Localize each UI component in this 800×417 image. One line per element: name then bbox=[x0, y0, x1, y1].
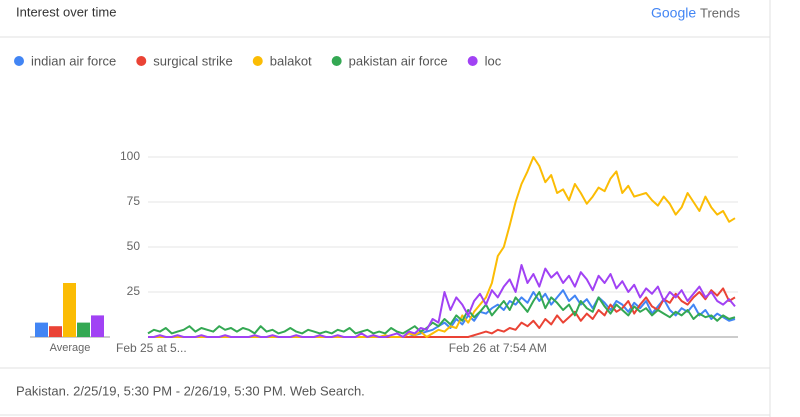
average-bar bbox=[63, 283, 76, 337]
x-tick-label: Feb 26 at 7:54 AM bbox=[449, 341, 547, 355]
brand-trends: Trends bbox=[700, 5, 740, 20]
legend-label: loc bbox=[485, 53, 502, 68]
series-line bbox=[147, 291, 736, 335]
average-bar bbox=[49, 326, 62, 337]
legend-swatch bbox=[331, 56, 342, 66]
x-tick-label: Feb 25 at 5... bbox=[116, 341, 187, 355]
series-line bbox=[148, 264, 736, 338]
footer: Pakistan. 2/25/19, 5:30 PM - 2/26/19, 5:… bbox=[16, 383, 365, 398]
average-bar bbox=[35, 322, 48, 337]
legend-swatch bbox=[136, 56, 147, 66]
legend-label: pakistan air force bbox=[349, 53, 448, 68]
chart-title: Interest over time bbox=[16, 4, 116, 19]
y-tick-label: 25 bbox=[127, 284, 141, 298]
average-bar bbox=[91, 315, 104, 337]
legend-label: surgical strike bbox=[153, 53, 232, 68]
legend-label: indian air force bbox=[31, 53, 116, 68]
average-bar bbox=[77, 322, 90, 337]
legend-swatch bbox=[252, 56, 263, 66]
legend-swatch bbox=[467, 56, 478, 66]
y-tick-label: 75 bbox=[127, 194, 141, 208]
y-tick-label: 100 bbox=[120, 149, 140, 163]
average-label: Average bbox=[50, 342, 91, 354]
y-tick-label: 50 bbox=[127, 239, 141, 253]
legend-label: balakot bbox=[270, 53, 312, 68]
brand-google: Google bbox=[651, 5, 696, 21]
legend-swatch bbox=[14, 56, 24, 66]
